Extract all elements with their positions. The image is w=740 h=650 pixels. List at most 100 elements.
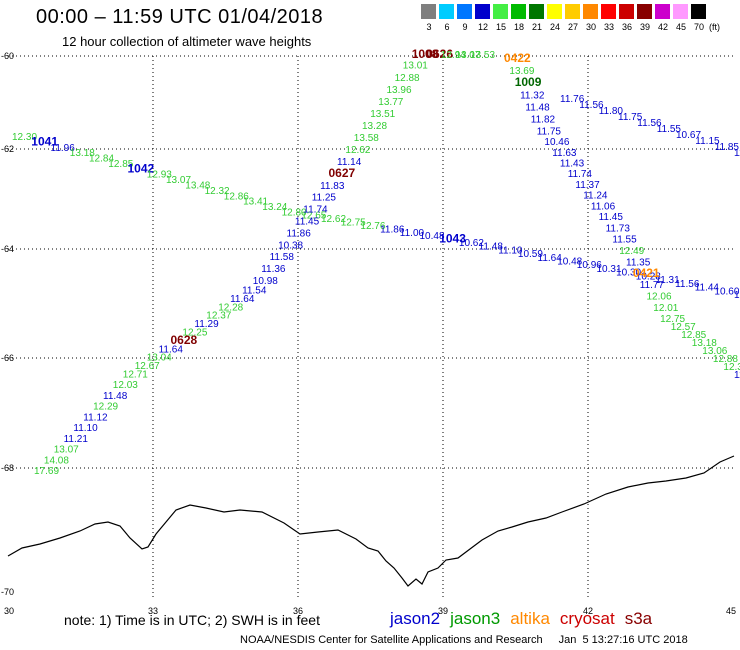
wave-height-label: 11.36 [261,264,286,275]
wave-height-label: 10.48 [557,257,582,268]
wave-height-label: 12.01 [653,303,678,314]
legend-label: 24 [549,22,560,32]
lat-label: -68 [1,463,14,473]
lon-label: 30 [4,606,14,616]
lon-label: 33 [148,606,158,616]
legend-label: 42 [657,22,668,32]
wave-height-label: 13.04 [147,353,172,364]
wave-height-label: 11.73 [606,223,631,234]
lat-label: -60 [1,51,14,61]
wave-height-label: 13.53 [470,50,495,61]
wave-height-label: 12.25 [182,328,207,339]
wave-height-label: 12.57 [671,322,696,333]
wave-height-label: 11.48 [479,242,504,253]
lon-label: 36 [293,606,303,616]
wave-height-label: 10.67 [676,130,701,141]
wave-height-label: 11.83 [320,181,345,192]
satellite-name: jason3 [450,609,501,628]
wave-height-label: 11.15 [695,136,720,147]
wave-height-label: 11.35 [626,257,651,268]
wave-height-label: 12.86 [224,191,249,202]
wave-height-label: 11.45 [295,217,320,228]
wave-height-label: 11.00 [400,228,425,239]
wave-height-label: 12.88 [713,354,738,365]
satellite-legend: jason2 jason3 altika cryosat s3a [390,609,662,629]
legend-swatch [601,4,616,19]
wave-height-label: 11.80 [599,106,624,117]
satellite-name: jason2 [390,609,441,628]
wave-height-label: 11.45 [599,212,624,223]
legend-label: 15 [495,22,506,32]
legend-swatch [475,4,490,19]
wave-height-label: 13.41 [243,197,268,208]
wave-height-label: 11.55 [612,235,637,246]
time-label: 1043 [439,232,466,246]
satellite-name: altika [510,609,550,628]
wave-height-label: 13.58 [354,133,379,144]
wave-height-label: 11.06 [591,201,616,212]
wave-height-label: 11.48 [525,102,550,113]
satellite-name: cryosat [559,609,615,628]
time-label: 0628 [171,333,198,347]
wave-height-label: 11.24 [583,191,608,202]
wave-height-label: 10.28 [636,271,661,282]
wave-height-label: 11.31 [655,275,680,286]
wave-height-label: 11.56 [637,118,662,129]
wave-height-label: 13.51 [370,109,395,120]
wave-height-label: 11.86 [380,224,405,235]
legend-swatch [457,4,472,19]
wave-height-label: 11.56 [579,100,604,111]
credit-text: NOAA/NESDIS Center for Satellite Applica… [240,634,543,646]
legend-swatch [619,4,634,19]
wave-height-label: 11.4 [734,370,740,381]
footer-note: note: 1) Time is in UTC; 2) SWH is in fe… [64,612,320,628]
wave-height-label: 12.65 [301,211,326,222]
antarctic-coastline [7,455,735,587]
time-label: 1008 [412,47,439,61]
wave-height-label: 12.32 [205,186,230,197]
wave-height-label: 12.85 [108,159,133,170]
wave-height-label: 12.30 [12,132,37,143]
wave-height-label: 11.29 [194,319,219,330]
wave-height-label: 12 [734,290,740,301]
wave-height-label: 12.71 [123,369,148,380]
legend-label: 27 [567,22,578,32]
legend-label: 30 [585,22,596,32]
wave-height-label: 10.31 [597,264,622,275]
wave-height-label: 11.44 [695,283,720,294]
wave-height-label: 11.25 [312,193,337,204]
lat-lon-grid: -60 -62 -64 -66 -68 -70 30 33 36 39 42 45 [1,51,736,616]
wave-height-label: 12.62 [321,214,346,225]
wave-height-label: 17.69 [34,466,59,477]
time-label: 0626 [426,47,453,61]
legend-swatch [529,4,544,19]
legend-swatch [547,4,562,19]
legend-swatch [637,4,652,19]
wave-height-label: 12.62 [345,145,370,156]
wave-height-label: 12.80 [282,207,307,218]
wave-height-label: 11.21 [64,434,89,445]
wave-height-label: 13.96 [387,85,412,96]
legend-label: 21 [531,22,542,32]
wave-height-label: 13.01 [403,61,428,72]
wave-height-label: 12.67 [135,361,160,372]
lat-label: -62 [1,144,14,154]
wave-height-label: 14.08 [44,455,69,466]
satellite-name: s3a [624,609,653,628]
lon-label: 39 [438,606,448,616]
legend-label: 70 [693,22,704,32]
wave-height-label: 12.88 [395,73,420,84]
lat-label: -64 [1,244,14,254]
wave-height-label: 13.06 [702,346,727,357]
legend-label: 9 [462,22,468,32]
wave-height-label: 12.76 [360,221,385,232]
legend-swatch [655,4,670,19]
legend-label: 12 [477,22,488,32]
wave-height-label: 13.69 [509,66,534,77]
legend-unit: (ft) [709,22,720,32]
wave-height-label: 11.48 [103,391,128,402]
wave-height-label: 11.37 [575,180,600,191]
wave-height-label: 12.29 [93,402,118,413]
wave-height-label: 11.10 [498,245,523,256]
legend-label: 33 [603,22,614,32]
